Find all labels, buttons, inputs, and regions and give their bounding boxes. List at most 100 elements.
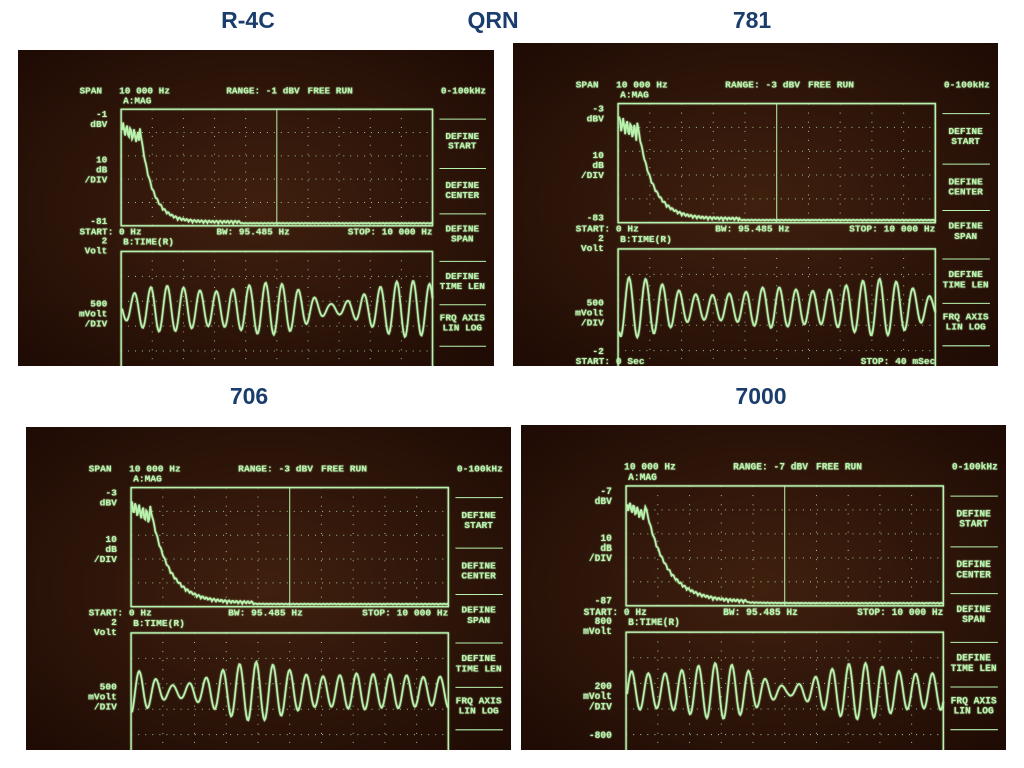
heading: 781 [733, 7, 772, 33]
screen-text: A:MAG [133, 474, 162, 485]
screen-text: DEFINE [948, 126, 983, 137]
screen: 10 000 Hz RANGE: -7 dBV FREE RUN 0-100kHz A:… [521, 425, 1006, 750]
time-trace [618, 275, 937, 340]
screen-text: SPAN [954, 231, 977, 242]
screen-text: mVolt [88, 692, 117, 703]
screen-text: FREE RUN [816, 462, 862, 473]
screen-text: 2 [111, 617, 117, 628]
screen-text: /DIV [85, 319, 108, 330]
screen-text: -3 [592, 104, 604, 115]
screen-text: DEFINE [445, 271, 479, 282]
screen-text: DEFINE [461, 510, 496, 521]
screen-text: Volt [581, 243, 604, 254]
screen-text: DEFINE [948, 269, 983, 280]
screen-text: 800 [595, 616, 612, 627]
screen-text: -3 [105, 488, 117, 499]
screen-text: START [951, 136, 980, 147]
screen-text: -2 [592, 346, 604, 357]
spectrum-trace [626, 502, 944, 605]
screen-text: dBV [100, 498, 118, 509]
screen-text: DEFINE [445, 131, 479, 142]
screen-text: STOP: 10 000 Hz [348, 227, 433, 238]
screen-text: mVolt [79, 309, 107, 320]
screen-text: dBV [90, 119, 107, 130]
screen-text: -87 [595, 596, 612, 607]
screen-text: STOP: 10 000 Hz [849, 224, 936, 235]
screen-text: LIN LOG [442, 322, 482, 333]
screen-background [521, 425, 1006, 750]
graticule [130, 632, 450, 750]
screen-text: dBV [587, 114, 605, 125]
screen-text: /DIV [94, 554, 117, 565]
screen-text: Volt [94, 627, 117, 638]
screen-text: -83 [587, 213, 605, 224]
screen-text: /DIV [581, 318, 604, 329]
spectrum-trace [131, 501, 449, 606]
screen-text: /DIV [85, 174, 108, 185]
screen-text: LIN LOG [459, 706, 500, 717]
screen-text: B:TIME(R) [628, 617, 680, 628]
screen-text: A:MAG [620, 90, 649, 101]
screen-text: DEFINE [956, 604, 991, 615]
time-trace [626, 661, 945, 721]
screen-text: 0-100kHz [457, 463, 503, 474]
screen-text: TIME LEN [943, 279, 989, 290]
screen-text: 10 000 Hz [129, 463, 181, 474]
screen-text: DEFINE [956, 508, 991, 519]
screen-text: Volt [85, 245, 108, 256]
screen: SPAN 10 000 Hz RANGE: -1 dBV FREE RUN 0-100k… [18, 50, 494, 367]
screen-text: LIN LOG [954, 705, 994, 716]
screen-text: TIME LEN [440, 281, 486, 292]
screen-text: START: 0 Hz [89, 608, 153, 619]
screen-text: BW: 95.485 Hz [715, 224, 790, 235]
screen-text: BW: 95.485 Hz [216, 227, 289, 238]
screen-text: dB [600, 543, 612, 554]
screen-text: SPAN [576, 79, 599, 90]
screen-text: -800 [589, 730, 612, 741]
screen-text: TIME LEN [456, 663, 502, 674]
screen-text: -1 [96, 109, 108, 120]
screen-text: DEFINE [445, 224, 479, 235]
screen-photo: 10 000 Hz RANGE: -7 dBV FREE RUN 0-100kHz A:… [521, 425, 1006, 750]
screen-text: 10 [96, 155, 108, 166]
screen-text: CENTER [461, 570, 496, 581]
screen-text: FREE RUN [321, 463, 367, 474]
screen-text: 10 000 Hz [119, 85, 170, 96]
screen-text: 500 [90, 299, 107, 310]
screen-text: mVolt [575, 308, 604, 319]
screen-text: A:MAG [628, 472, 657, 483]
screen-text: START: 0 Hz [584, 607, 648, 618]
screen-text: FREE RUN [808, 79, 854, 90]
screen: SPAN 10 000 Hz RANGE: -3 dBV FREE RUN 0-100k… [513, 43, 998, 366]
screen-text: A:MAG [123, 95, 152, 106]
screen-text: TIME LEN [951, 663, 997, 674]
screen-text: START: 0 Hz [576, 224, 640, 235]
screen-text: dBV [595, 496, 612, 507]
heading: 706 [230, 383, 268, 409]
screen-text: DEFINE [948, 176, 983, 187]
screen-text: DEFINE [956, 653, 991, 664]
screen-text: START [959, 519, 988, 530]
screen-text: B:TIME(R) [620, 234, 672, 245]
screen-text: START [448, 141, 477, 152]
screen-text: mVolt [583, 691, 612, 702]
screen-text: SPAN [451, 234, 474, 245]
screen-text: STOP: 10 000 Hz [857, 607, 944, 618]
screen-text: BW: 95.485 Hz [228, 608, 303, 619]
screen-text: CENTER [948, 186, 983, 197]
screen-text: 2 [102, 236, 108, 247]
screen-text: DEFINE [445, 180, 479, 191]
screen-text: 0-100kHz [441, 85, 486, 96]
screen-text: 10 [105, 534, 117, 545]
screen-text: SPAN [962, 614, 985, 625]
screen-text: -7 [600, 486, 612, 497]
screen-text: DEFINE [956, 559, 991, 570]
screen-text: /DIV [581, 170, 604, 181]
screen-text: STOP: 10 000 Hz [362, 608, 449, 619]
screen-background [18, 50, 494, 367]
spectrum-trace [121, 122, 433, 226]
screen-text: /DIV [589, 701, 612, 712]
time-trace [121, 279, 434, 339]
screen-photo: SPAN 10 000 Hz RANGE: -1 dBV FREE RUN 0-100k… [18, 50, 494, 367]
screen-text: START: 0 Hz [79, 227, 141, 238]
